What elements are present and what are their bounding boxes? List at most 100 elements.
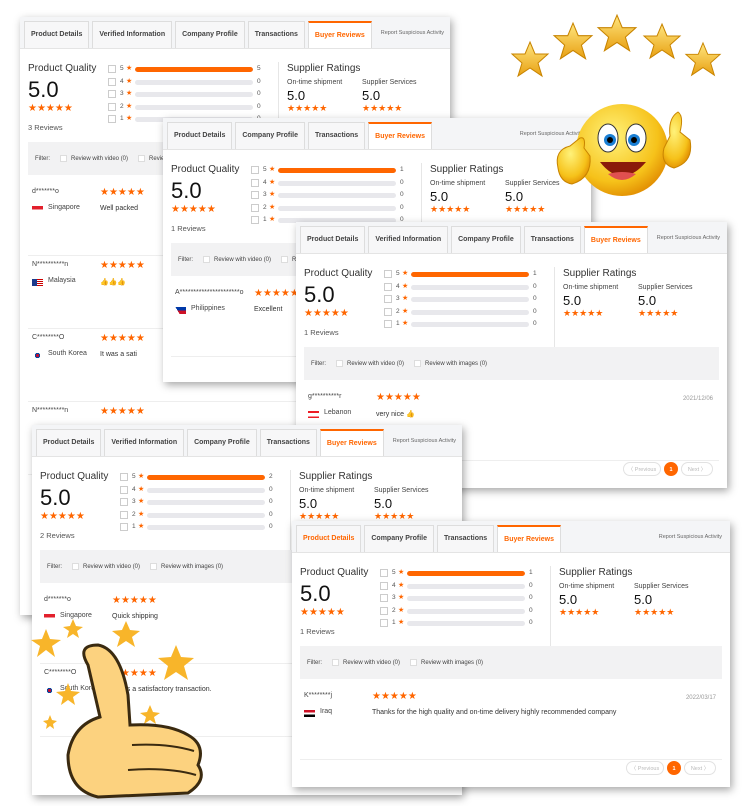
- tab-company-profile[interactable]: Company Profile: [187, 429, 257, 456]
- tab-product-details[interactable]: Product Details: [167, 122, 233, 149]
- reviewer-country: Singapore: [48, 204, 80, 211]
- rating-filter-checkbox[interactable]: [120, 510, 128, 519]
- rating-filter-checkbox[interactable]: [380, 569, 388, 577]
- reviewer-name: N**********n: [32, 407, 69, 414]
- tab-transactions[interactable]: Transactions: [247, 21, 305, 48]
- star-icon: ★: [138, 510, 145, 518]
- reviewer-country: Malaysia: [48, 277, 76, 284]
- rating-filter-checkbox[interactable]: [108, 102, 116, 111]
- review-stars: ★★★★★: [100, 406, 145, 417]
- pagination: 〈 Previous 1 Next 〉: [626, 761, 716, 775]
- video-filter-checkbox[interactable]: [203, 256, 210, 263]
- report-suspicious-activity-link[interactable]: Report Suspicious Activity: [380, 29, 444, 36]
- tab-transactions[interactable]: Transactions: [259, 429, 317, 456]
- images-filter-label[interactable]: Review with images (0): [161, 563, 224, 570]
- rating-filter-checkbox[interactable]: [251, 166, 259, 174]
- report-suspicious-activity-link[interactable]: Report Suspicious Activity: [658, 533, 722, 540]
- review-item: C********O South Korea ★★★★★ It was a satis…: [40, 664, 454, 737]
- rating-filter-checkbox[interactable]: [384, 307, 392, 316]
- rating-level: 2: [132, 510, 136, 518]
- tab-transactions[interactable]: Transactions: [523, 226, 581, 253]
- rating-filter-checkbox[interactable]: [384, 282, 392, 291]
- images-filter-label[interactable]: Review with images (0): [421, 659, 484, 666]
- rating-filter-checkbox[interactable]: [108, 90, 116, 98]
- rating-filter-checkbox[interactable]: [251, 203, 259, 212]
- star-icon: ★: [402, 320, 409, 327]
- tab-company-profile[interactable]: Company Profile: [451, 226, 521, 253]
- report-suspicious-activity-link[interactable]: Report Suspicious Activity: [392, 437, 456, 444]
- rating-filter-checkbox[interactable]: [120, 498, 128, 506]
- rating-filter-checkbox[interactable]: [108, 65, 116, 73]
- tab-verified-information[interactable]: Verified Information: [92, 21, 173, 48]
- tab-product-details[interactable]: Product Details: [296, 525, 362, 552]
- rating-filter-checkbox[interactable]: [251, 191, 259, 199]
- video-filter-label[interactable]: Review with video (0): [343, 659, 401, 666]
- video-filter-checkbox[interactable]: [72, 563, 79, 570]
- tab-buyer-reviews[interactable]: Buyer Reviews: [319, 429, 384, 456]
- rating-filter-checkbox[interactable]: [380, 594, 388, 602]
- tab-transactions[interactable]: Transactions: [436, 525, 495, 552]
- tab-buyer-reviews[interactable]: Buyer Reviews: [497, 525, 561, 552]
- rating-count: 0: [533, 320, 537, 327]
- rating-filter-checkbox[interactable]: [380, 619, 388, 627]
- rating-filter-checkbox[interactable]: [251, 178, 259, 187]
- images-filter-checkbox[interactable]: [414, 360, 422, 367]
- video-filter-label[interactable]: Review with video (0): [347, 360, 405, 367]
- report-suspicious-activity-link[interactable]: Report Suspicious Activity: [656, 234, 720, 241]
- tab-company-profile[interactable]: Company Profile: [175, 21, 245, 48]
- tab-buyer-reviews[interactable]: Buyer Reviews: [307, 21, 372, 48]
- images-filter-checkbox[interactable]: [150, 563, 158, 570]
- supplier-services-stars: ★★★★★: [638, 308, 679, 318]
- rating-filter-checkbox[interactable]: [380, 581, 388, 590]
- video-filter-label[interactable]: Review with video (0): [71, 155, 129, 162]
- rating-filter-checkbox[interactable]: [108, 115, 116, 123]
- video-filter-checkbox[interactable]: [60, 155, 67, 162]
- reviewer-country: South Korea: [60, 685, 99, 692]
- video-filter-label[interactable]: Review with video (0): [214, 256, 272, 263]
- rating-filter-checkbox[interactable]: [108, 77, 116, 86]
- video-filter-checkbox[interactable]: [336, 360, 343, 367]
- supplier-services-score: 5.0: [374, 496, 393, 511]
- images-filter-checkbox[interactable]: [281, 256, 289, 263]
- tab-product-details[interactable]: Product Details: [24, 21, 90, 48]
- tab-buyer-reviews[interactable]: Buyer Reviews: [583, 226, 648, 253]
- images-filter-checkbox[interactable]: [138, 155, 146, 162]
- images-filter-label[interactable]: Review with images (0): [425, 360, 488, 367]
- tab-product-details[interactable]: Product Details: [36, 429, 102, 456]
- images-filter-checkbox[interactable]: [410, 659, 418, 666]
- current-page-button[interactable]: 1: [667, 761, 681, 775]
- rating-count: 0: [400, 216, 404, 223]
- report-suspicious-activity-link[interactable]: Report Suspicious Activity: [519, 130, 583, 137]
- next-page-button[interactable]: Next 〉: [681, 462, 713, 476]
- tab-bar: Product Details Verified Information Compa…: [296, 222, 727, 254]
- rating-row-4: 4 ★ 0: [108, 77, 274, 87]
- supplier-ratings-label: Supplier Ratings: [299, 471, 373, 482]
- previous-page-button[interactable]: 〈 Previous: [623, 462, 661, 476]
- rating-count: 0: [269, 523, 273, 530]
- video-filter-label[interactable]: Review with video (0): [83, 563, 141, 570]
- rating-filter-checkbox[interactable]: [251, 216, 259, 224]
- star-icon: ★: [126, 90, 133, 97]
- video-filter-checkbox[interactable]: [332, 659, 339, 666]
- rating-filter-checkbox[interactable]: [120, 523, 128, 531]
- rating-filter-checkbox[interactable]: [384, 295, 392, 303]
- current-page-button[interactable]: 1: [664, 462, 678, 476]
- star-icon: ★: [138, 473, 145, 480]
- rating-filter-checkbox[interactable]: [120, 485, 128, 494]
- rating-filter-checkbox[interactable]: [380, 606, 388, 615]
- tab-company-profile[interactable]: Company Profile: [364, 525, 434, 552]
- product-quality-stars: ★★★★★: [171, 204, 216, 215]
- rating-filter-checkbox[interactable]: [120, 473, 128, 481]
- tab-verified-information[interactable]: Verified Information: [104, 429, 185, 456]
- rating-filter-checkbox[interactable]: [384, 320, 392, 328]
- tab-product-details[interactable]: Product Details: [300, 226, 366, 253]
- tab-company-profile[interactable]: Company Profile: [235, 122, 305, 149]
- tab-buyer-reviews[interactable]: Buyer Reviews: [368, 122, 432, 149]
- tab-transactions[interactable]: Transactions: [307, 122, 366, 149]
- previous-page-button[interactable]: 〈 Previous: [626, 761, 664, 775]
- next-page-button[interactable]: Next 〉: [684, 761, 716, 775]
- rating-filter-checkbox[interactable]: [384, 270, 392, 278]
- rating-bar: [147, 500, 265, 505]
- tab-verified-information[interactable]: Verified Information: [368, 226, 449, 253]
- supplier-services-stars: ★★★★★: [634, 607, 675, 617]
